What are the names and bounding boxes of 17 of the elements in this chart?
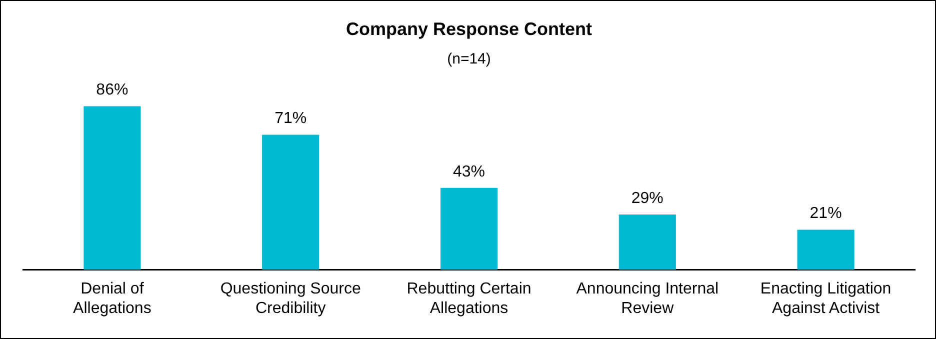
- x-tick-label: Enacting Litigation Against Activist: [760, 280, 892, 317]
- bar: [618, 214, 676, 270]
- bar: [797, 230, 854, 270]
- data-label: 29%: [631, 190, 664, 207]
- x-tick-label: Rebutting Certain Allegations: [406, 280, 532, 317]
- chart-subtitle: (n=14): [447, 50, 491, 68]
- data-label: 21%: [810, 205, 842, 222]
- x-tick-label: Announcing Internal Review: [576, 280, 719, 317]
- data-label: 43%: [452, 163, 486, 180]
- x-tick-label: Questioning Source Credibility: [220, 280, 361, 317]
- chart-title: Company Response Content: [346, 18, 592, 39]
- bar: [262, 134, 320, 270]
- data-label: 71%: [274, 110, 307, 128]
- data-label: 86%: [96, 82, 128, 99]
- bar: [84, 106, 141, 270]
- bar: [440, 188, 498, 270]
- x-tick-label: Denial of Allegations: [73, 280, 152, 317]
